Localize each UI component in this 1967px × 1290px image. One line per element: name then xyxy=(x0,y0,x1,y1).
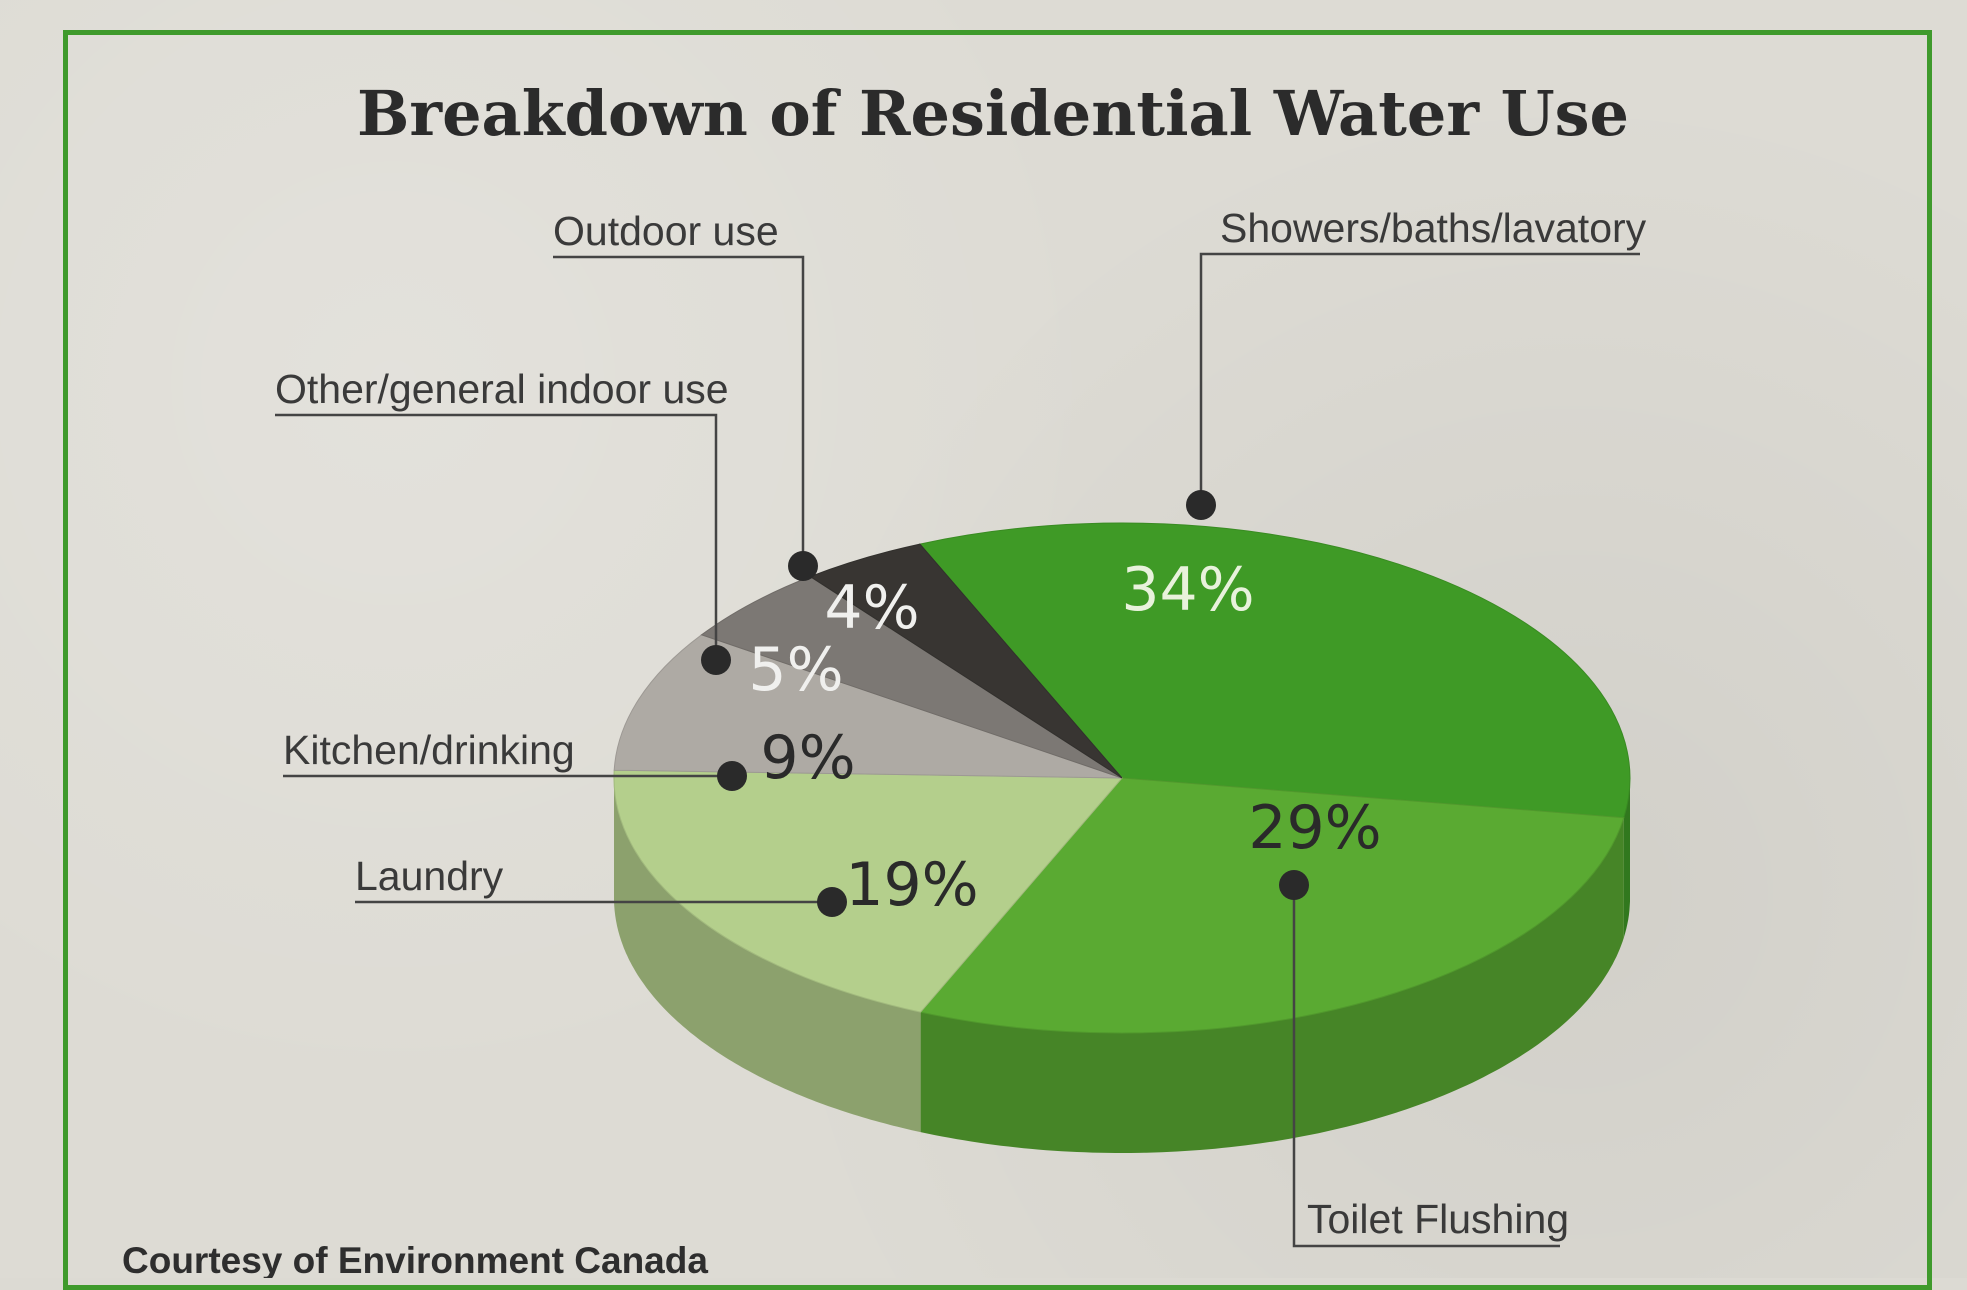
pie-side-0 xyxy=(1623,781,1630,938)
value-label-laundry: 19% xyxy=(845,850,978,920)
chart-title: Breakdown of Residential Water Use xyxy=(357,77,1629,150)
label-showers-baths-lavatory: Showers/baths/lavatory xyxy=(1220,205,1647,251)
value-label-outdoor-use: 4% xyxy=(824,573,919,643)
leader-dot-laundry xyxy=(817,887,847,917)
leader-dot-showers-baths-lavatory xyxy=(1186,490,1216,520)
label-laundry: Laundry xyxy=(355,853,504,899)
leader-line-toilet-flushing xyxy=(1292,885,1560,1248)
slice-labels: Showers/baths/lavatory 34% Toilet Flushing… xyxy=(275,205,1647,1242)
pie-slice-showers-baths-lavatory xyxy=(918,522,1631,819)
leader-lines xyxy=(275,252,1640,1248)
pie-side xyxy=(614,780,1630,1153)
label-kitchen-drinking: Kitchen/drinking xyxy=(283,727,575,773)
value-label-toilet-flushing: 29% xyxy=(1248,793,1381,863)
leader-dot-outdoor-use xyxy=(788,551,818,581)
leader-dot-kitchen-drinking xyxy=(717,761,747,791)
pie-side-2 xyxy=(614,780,921,1133)
pie-slice-laundry xyxy=(613,769,1124,1013)
pie-top xyxy=(613,522,1631,1034)
leader-line-outdoor-use xyxy=(553,255,805,566)
value-label-kitchen-drinking: 9% xyxy=(760,723,855,793)
leader-line-showers-baths-lavatory xyxy=(1199,252,1640,505)
label-outdoor-use: Outdoor use xyxy=(553,208,779,254)
leader-line-other-general-indoor-use xyxy=(275,413,718,660)
chart-source: Courtesy of Environment Canada xyxy=(122,1240,708,1278)
leader-dot-other-general-indoor-use xyxy=(701,645,731,675)
value-label-other-general-indoor-use: 5% xyxy=(748,635,843,705)
pie-slice-toilet-flushing xyxy=(919,777,1625,1034)
label-toilet-flushing: Toilet Flushing xyxy=(1307,1196,1569,1242)
label-other-general-indoor-use: Other/general indoor use xyxy=(275,366,729,412)
pie-side-1 xyxy=(920,817,1624,1153)
leader-dot-toilet-flushing xyxy=(1279,870,1309,900)
value-label-showers-baths-lavatory: 34% xyxy=(1121,555,1254,625)
pie-slice-kitchen-drinking xyxy=(613,634,1123,779)
